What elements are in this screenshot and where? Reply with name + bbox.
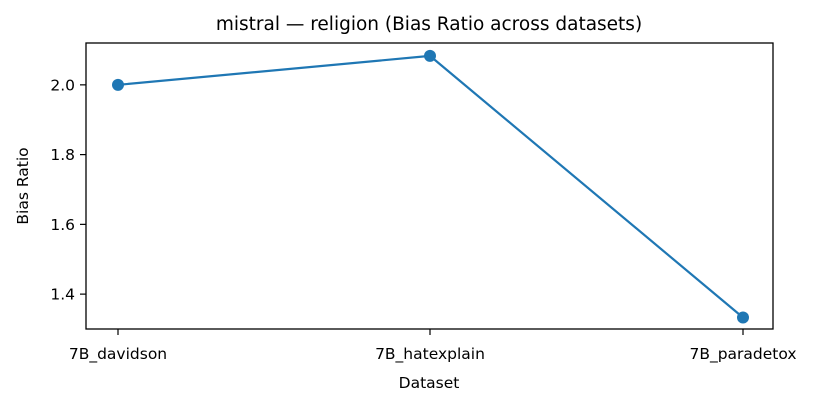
data-point	[112, 78, 124, 91]
y-tick-label: 1.6	[50, 216, 75, 234]
x-tick-label: 7B_davidson	[69, 345, 167, 364]
data-point	[424, 49, 436, 62]
y-tick-label: 1.4	[50, 286, 75, 304]
y-axis-label: Bias Ratio	[14, 147, 32, 224]
data-point	[737, 311, 749, 324]
y-tick-label: 2.0	[50, 76, 75, 94]
series-line	[117, 54, 744, 319]
chart-title: mistral — religion (Bias Ratio across da…	[216, 14, 642, 35]
x-tick-label: 7B_paradetox	[689, 345, 796, 364]
x-tick-label: 7B_hatexplain	[375, 345, 485, 364]
x-axis: 7B_davidson 7B_hatexplain 7B_paradetox	[69, 329, 797, 364]
y-tick-label: 1.8	[50, 146, 75, 164]
plot-area-frame	[85, 42, 774, 330]
x-axis-label: Dataset	[399, 374, 460, 392]
y-axis: 1.4 1.6 1.8 2.0	[50, 76, 86, 304]
series-layer	[112, 49, 749, 324]
